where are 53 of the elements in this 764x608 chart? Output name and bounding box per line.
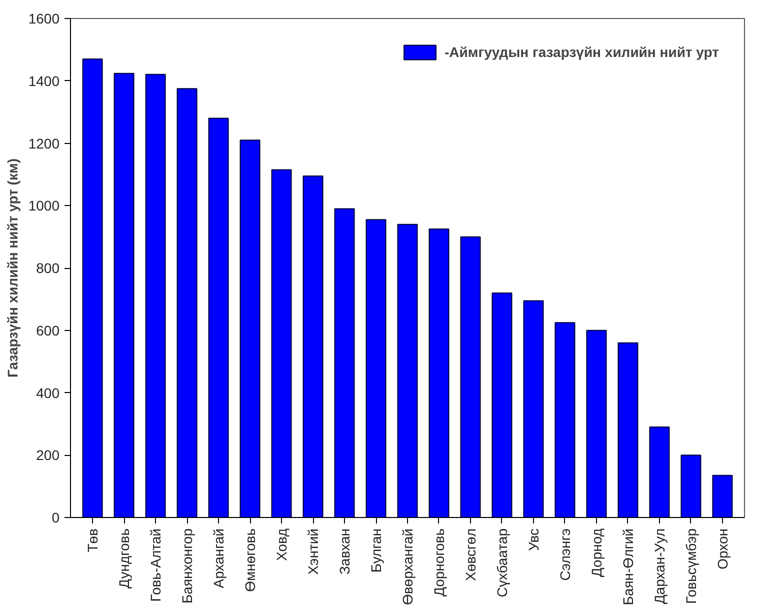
bar — [712, 474, 733, 518]
x-tick-label: Орхон — [714, 528, 730, 570]
x-tick-label: Сэлэнгэ — [556, 528, 573, 581]
y-tick-label: 400 — [36, 384, 60, 401]
x-tick-label: Баянхонгор — [179, 528, 196, 604]
bar — [460, 236, 481, 518]
x-tick-label: Ховд — [274, 528, 290, 561]
y-tick-label: 1400 — [28, 72, 60, 89]
y-tick-label: 200 — [36, 447, 60, 464]
x-tick-label: Говь-Алтай — [148, 528, 164, 602]
y-tick-label: 1600 — [28, 10, 60, 26]
bar — [145, 74, 166, 518]
x-tick-label: Булган — [368, 528, 384, 573]
bar — [302, 175, 324, 518]
bar — [240, 140, 260, 518]
x-tick-label: Дундговь — [116, 528, 132, 589]
x-tick-label: Өмнөговь — [242, 528, 258, 592]
x-tick-label: Хэнтий — [305, 528, 322, 575]
y-axis-title: Газарзүйн хилийн нийт урт (км) — [4, 158, 20, 378]
y-tick-label: 1000 — [28, 198, 60, 214]
bar — [397, 224, 418, 518]
y-tick-label: 1200 — [28, 135, 60, 152]
x-tick-label: Дорноговь — [430, 528, 447, 597]
x-tick-label: Өвөрхангай — [400, 528, 416, 606]
x-tick-label: Дархан-Уул — [651, 528, 668, 604]
x-tick-label: Сүхбаатар — [494, 528, 510, 598]
x-tick-label: Хөвсгөл — [462, 528, 478, 581]
y-tick-label: 0 — [52, 510, 60, 526]
bar — [649, 426, 670, 518]
x-tick-label: Завхан — [336, 528, 353, 575]
bar — [586, 330, 607, 518]
x-tick-label: Дорнод — [588, 528, 604, 578]
legend-label: -Аймгуудын газарзүйн хилийн нийт урт — [444, 44, 719, 60]
bar — [618, 342, 638, 518]
bar — [114, 72, 134, 518]
bar — [82, 58, 103, 518]
bar — [492, 292, 512, 518]
bar — [366, 219, 386, 518]
bar — [271, 169, 292, 518]
bar — [523, 300, 544, 518]
bar — [554, 322, 576, 518]
bar — [334, 208, 355, 518]
y-tick-label: 600 — [36, 322, 60, 338]
x-tick-label: Архангай — [210, 528, 227, 588]
x-tick-label: Говьсүмбэр — [682, 528, 699, 604]
bar — [176, 88, 198, 518]
y-tick-label: 800 — [36, 260, 60, 276]
x-tick-label: Баян-Өлгий — [620, 528, 636, 606]
x-tick-label: Төв — [84, 528, 101, 552]
bar — [208, 118, 229, 518]
x-tick-label: Увс — [525, 528, 542, 551]
bar — [680, 454, 702, 518]
bar — [428, 228, 450, 518]
